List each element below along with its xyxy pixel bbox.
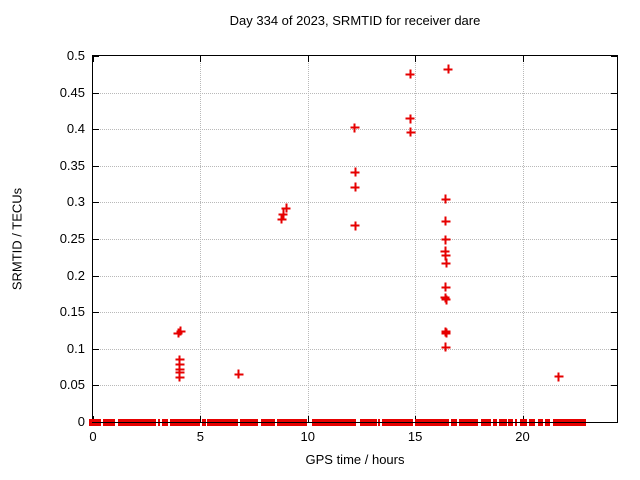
y-tick-label: 0 <box>77 414 85 429</box>
grid-line-y <box>93 385 617 387</box>
grid-line-y <box>93 202 617 204</box>
grid-line-y <box>93 165 617 167</box>
grid-line-y <box>93 312 617 314</box>
x-tick-label: 15 <box>407 429 423 444</box>
y-tick-right <box>611 239 617 240</box>
data-point <box>405 114 415 124</box>
x-tick-label: 0 <box>89 429 97 444</box>
y-tick-label: 0.05 <box>59 377 85 393</box>
data-point <box>441 295 451 305</box>
data-point <box>441 342 451 352</box>
x-tick-top <box>200 56 202 62</box>
data-point <box>281 203 291 213</box>
grid-line-x <box>200 56 202 422</box>
y-tick-right <box>611 165 617 167</box>
data-point <box>405 69 415 79</box>
y-tick-right <box>611 56 617 57</box>
x-tick-bottom <box>307 416 309 422</box>
data-point <box>441 235 451 245</box>
x-tick-top <box>415 56 417 62</box>
y-tick-right <box>611 348 617 350</box>
grid-line-x <box>307 56 309 422</box>
data-point <box>554 372 564 382</box>
grid-line-y <box>93 348 617 350</box>
y-tick-left <box>93 165 99 167</box>
grid-line-y <box>93 275 617 277</box>
y-tick-left <box>93 385 99 387</box>
y-tick-right <box>611 202 617 204</box>
data-point <box>350 123 360 133</box>
y-tick-label: 0.35 <box>59 157 85 173</box>
data-point <box>175 372 185 382</box>
y-tick-right <box>611 312 617 314</box>
y-tick-left <box>93 312 99 314</box>
x-tick-top <box>307 56 309 62</box>
x-tick-bottom <box>200 416 202 422</box>
y-tick-label: 0.45 <box>59 84 85 100</box>
data-point <box>443 64 453 74</box>
y-tick-left <box>93 239 99 240</box>
y-tick-left <box>93 275 99 277</box>
y-tick-left <box>93 129 99 131</box>
data-point <box>350 221 360 231</box>
y-tick-label: 0.5 <box>66 48 85 63</box>
data-point <box>278 209 288 219</box>
y-tick-left <box>93 56 99 57</box>
data-point <box>406 127 416 137</box>
data-point <box>441 251 451 261</box>
grid-line-x <box>415 56 417 422</box>
y-tick-label: 0.25 <box>59 231 85 246</box>
y-tick-label: 0.2 <box>66 267 85 283</box>
grid-line-x <box>522 56 524 422</box>
x-tick-label: 20 <box>515 429 530 444</box>
data-point <box>441 328 451 338</box>
y-tick-left <box>93 202 99 204</box>
y-tick-right <box>611 385 617 387</box>
data-point <box>441 216 451 226</box>
y-tick-right <box>611 275 617 277</box>
y-tick-label: 0.3 <box>66 194 85 210</box>
y-tick-left <box>93 348 99 350</box>
x-tick-top <box>522 56 524 62</box>
y-tick-left <box>93 92 99 94</box>
data-point <box>441 282 451 292</box>
grid-line-y <box>93 92 617 94</box>
x-axis-title: GPS time / hours <box>305 452 405 467</box>
chart-title: Day 334 of 2023, SRMTID for receiver dar… <box>229 13 481 28</box>
y-tick-label: 0.15 <box>59 304 85 320</box>
y-tick-right <box>611 129 617 131</box>
data-point <box>173 328 183 338</box>
data-point <box>350 167 360 177</box>
data-point <box>441 194 451 204</box>
data-point <box>350 182 360 192</box>
x-tick-top <box>93 56 94 62</box>
data-point <box>440 293 450 303</box>
y-tick-label: 0.4 <box>66 121 85 137</box>
data-point <box>176 326 186 336</box>
x-tick-label: 10 <box>300 429 315 444</box>
data-point <box>277 214 287 224</box>
data-point <box>234 369 244 379</box>
x-tick-label: 5 <box>196 429 204 444</box>
data-point <box>441 258 451 268</box>
data-point <box>175 359 185 369</box>
grid-line-y <box>93 239 617 240</box>
plot-area <box>89 55 618 426</box>
y-tick-label: 0.1 <box>66 340 85 356</box>
x-axis-line <box>92 422 618 423</box>
y-tick-right <box>611 92 617 94</box>
